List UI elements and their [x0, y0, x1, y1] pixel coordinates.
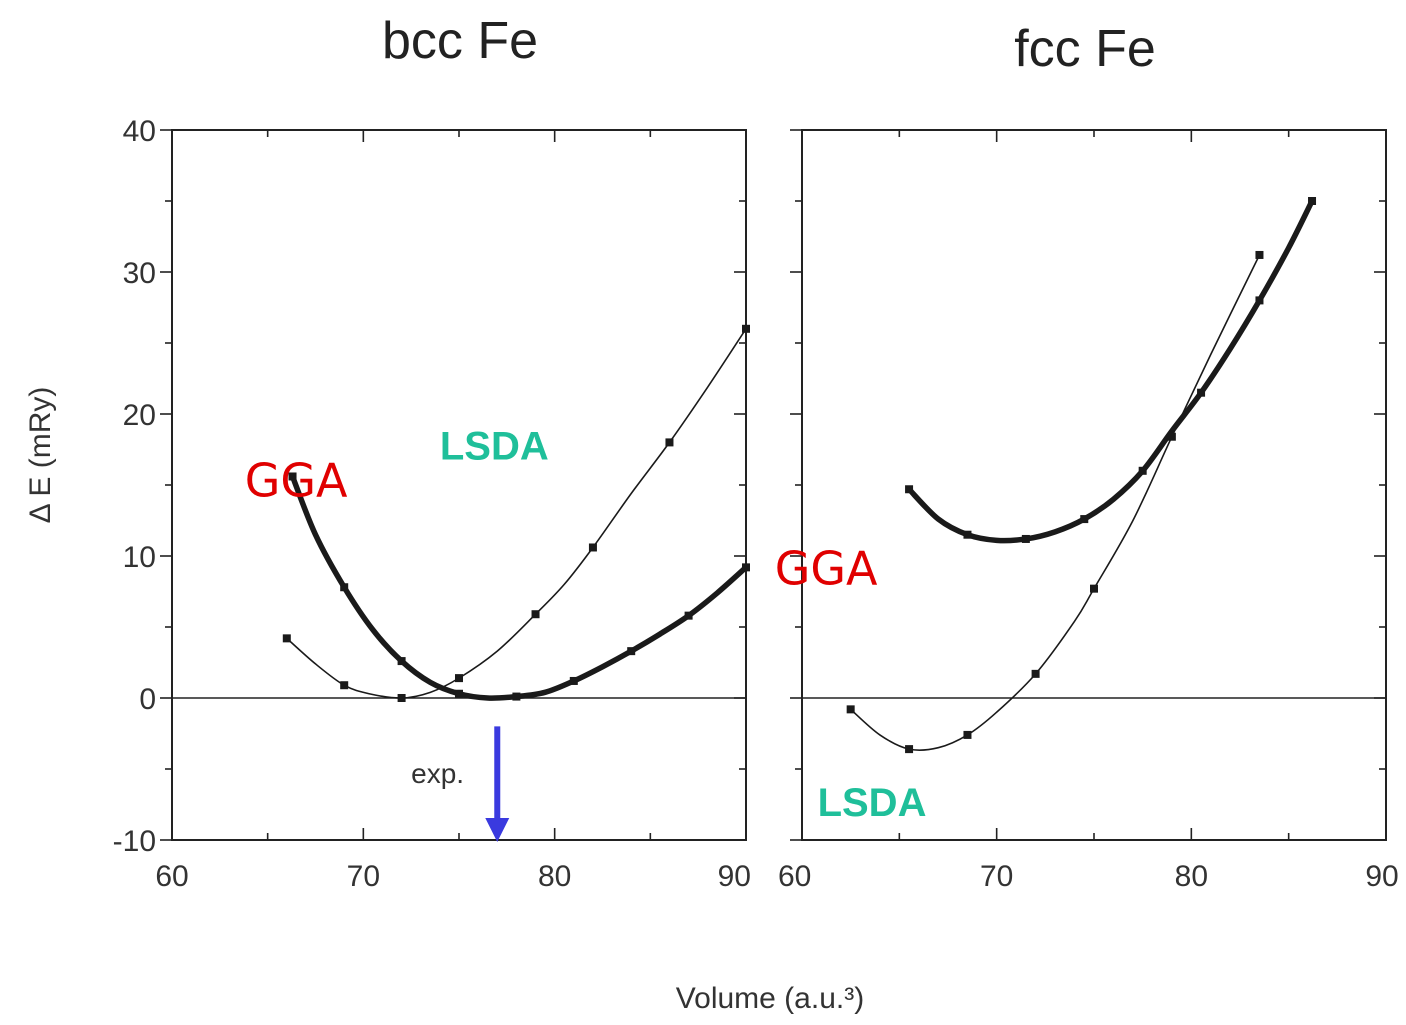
bcc-fe-ytick-label: 30 [123, 257, 156, 290]
fcc-fe-gga-point [1197, 388, 1206, 397]
bcc-fe-gga-point [397, 657, 406, 666]
fcc-fe-lsda-point [1090, 584, 1098, 593]
fcc-fe-title: fcc Fe [1014, 20, 1156, 78]
fcc-fe-gga-point [1138, 466, 1147, 475]
fcc-fe-xtick-label: 60 [778, 860, 811, 893]
bcc-fe-xtick-label: 90 [718, 860, 751, 893]
bcc-fe-gga-point [340, 583, 349, 592]
bcc-fe-annotation-lsda: LSDA [440, 424, 549, 468]
bcc-fe-gga-point [742, 563, 750, 572]
fcc-fe-gga-point [1308, 197, 1317, 205]
bcc-fe-annotation-gga: GGA [245, 453, 348, 507]
bcc-fe-series [282, 324, 750, 702]
fcc-fe-lsda-point [1031, 669, 1040, 678]
bcc-fe-gga-point [512, 692, 521, 701]
bcc-fe-annotation-exp: exp. [411, 758, 464, 789]
fcc-fe-gga-point [1021, 534, 1030, 543]
fcc-fe-annotations: GGA LSDA [775, 541, 927, 824]
bcc-fe-gga-curve [289, 473, 749, 701]
bcc-fe-lsda-point [455, 674, 463, 683]
fcc-fe-xtick-labels: 60 70 80 90 [778, 860, 1399, 893]
fcc-fe-plot-frame [801, 129, 1387, 841]
bcc-fe-xtick-label: 70 [347, 860, 380, 893]
fcc-fe-lsda-point [1255, 250, 1264, 259]
bcc-fe-xtick-label: 60 [155, 860, 188, 893]
bcc-fe-lsda-point [340, 681, 349, 690]
fcc-fe-gga-point [1080, 515, 1089, 524]
fcc-fe-lsda-point [905, 745, 914, 754]
bcc-fe-gga-point [455, 689, 463, 698]
bcc-fe-title: bcc Fe [382, 12, 538, 70]
bcc-fe-gga-point [684, 611, 693, 620]
fcc-fe-gga-point [1255, 296, 1264, 305]
bcc-fe-gga-point [288, 472, 297, 481]
bcc-fe-lsda-point [742, 324, 750, 333]
bcc-fe-lsda-point [397, 694, 406, 702]
bcc-fe-ytick-label: 40 [123, 115, 156, 148]
fcc-fe-gga-point [963, 530, 972, 539]
fcc-fe-gga-point [905, 485, 914, 494]
bcc-fe-ytick-label: 20 [123, 399, 156, 432]
bcc-fe-lsda-point [282, 634, 291, 643]
bcc-fe-panel: bcc Fe 60 70 80 90 -10 0 10 20 30 40 GGA LSDA exp. [113, 12, 751, 893]
fcc-fe-panel: fcc Fe 60 70 80 90 GGA LSDA [775, 20, 1399, 893]
fcc-fe-lsda-point [963, 730, 972, 739]
bcc-fe-lsda-curve [286, 328, 747, 699]
fcc-fe-lsda-point [846, 705, 855, 714]
bcc-fe-gga-point [569, 676, 578, 685]
bcc-fe-ytick-label: 0 [139, 683, 156, 716]
fcc-fe-xtick-label: 70 [980, 860, 1013, 893]
fcc-fe-annotation-gga: GGA [775, 541, 878, 595]
bcc-fe-xtick-labels: 60 70 80 90 [155, 860, 751, 893]
fcc-fe-ticks [790, 129, 1387, 841]
fcc-fe-series [846, 197, 1317, 754]
fcc-fe-annotation-lsda: LSDA [818, 781, 927, 825]
y-axis-label: Δ E (mRy) [24, 387, 57, 524]
bcc-fe-annotations: GGA LSDA exp. [245, 424, 549, 789]
bcc-fe-xtick-label: 80 [538, 860, 571, 893]
bcc-fe-ytick-label: 10 [123, 541, 156, 574]
bcc-fe-ticks [160, 129, 747, 841]
exp-arrow [485, 726, 510, 842]
fcc-fe-lsda-curve [849, 254, 1261, 752]
bcc-fe-lsda-point [588, 543, 597, 552]
fcc-fe-xtick-label: 80 [1175, 860, 1208, 893]
fcc-fe-xtick-label: 90 [1365, 860, 1398, 893]
bcc-fe-lsda-point [665, 438, 674, 447]
exp-arrow-head [485, 818, 510, 842]
bcc-fe-ytick-labels: -10 0 10 20 30 40 [113, 115, 156, 858]
bcc-fe-gga-point [627, 647, 636, 656]
fcc-fe-gga-curve [906, 198, 1315, 544]
x-axis-label: Volume (a.u.³) [676, 982, 864, 1015]
bcc-fe-ytick-label: -10 [113, 825, 156, 858]
bcc-fe-lsda-point [531, 610, 540, 619]
fcc-fe-lsda-point [1167, 432, 1176, 441]
